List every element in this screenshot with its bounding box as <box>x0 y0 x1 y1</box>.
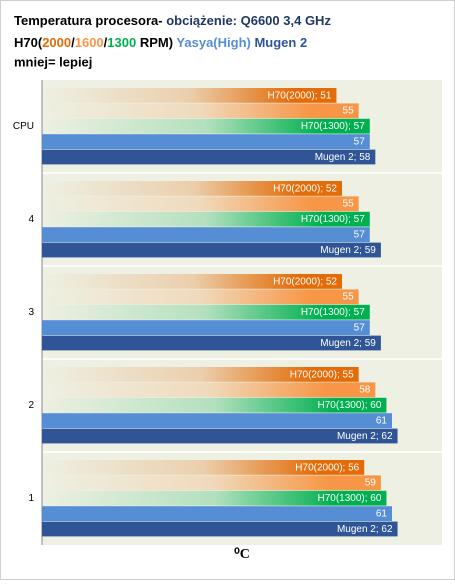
bar <box>42 506 392 521</box>
bar <box>42 428 398 444</box>
data-label: 61 <box>376 509 388 520</box>
bar <box>42 134 370 149</box>
y-tick-label: 3 <box>28 307 34 318</box>
data-label: 57 <box>354 323 366 334</box>
bar <box>42 335 381 351</box>
bar <box>42 211 370 227</box>
bar <box>42 181 342 196</box>
data-label: 58 <box>359 385 371 396</box>
data-label: H70(2000); 52 <box>273 276 337 287</box>
title-segment: 1300 <box>107 35 136 50</box>
bar <box>42 242 381 258</box>
chart-subtitle: H70(2000/1600/1300 RPM) Yasya(High) Muge… <box>14 35 307 50</box>
bar <box>42 521 398 537</box>
data-label: Mugen 2; 58 <box>315 152 371 163</box>
bar <box>42 227 370 242</box>
title-segment: H70( <box>14 35 43 50</box>
bar <box>42 382 376 398</box>
bar <box>42 397 387 413</box>
data-label: H70(1300); 57 <box>301 307 365 318</box>
bar <box>42 88 337 103</box>
title-segment: obciążenie: Q6600 3,4 GHz <box>166 13 331 28</box>
bar <box>42 367 359 382</box>
title-segment: 2000 <box>42 35 71 50</box>
bar <box>42 320 370 335</box>
data-label: 55 <box>343 106 355 117</box>
data-label: H70(2000); 51 <box>268 90 332 101</box>
data-label: 59 <box>365 478 377 489</box>
data-label: Mugen 2; 62 <box>337 431 393 442</box>
title-segment: RPM) <box>136 35 176 50</box>
chart-note: mniej= lepiej <box>14 54 92 69</box>
y-tick-label: 1 <box>28 493 34 504</box>
bar <box>42 149 376 165</box>
bar <box>42 490 387 506</box>
chart-title: Temperatura procesora- obciążenie: Q6600… <box>14 13 331 28</box>
data-label: H70(1300); 60 <box>318 493 382 504</box>
data-label: 55 <box>343 292 355 303</box>
bar <box>42 460 365 475</box>
data-label: 61 <box>376 416 388 427</box>
bar <box>42 304 370 320</box>
data-label: Mugen 2; 59 <box>320 245 376 256</box>
y-tick-label: 4 <box>28 214 34 225</box>
y-tick-label: CPU <box>13 121 34 132</box>
x-axis-label: ⁰C <box>234 547 250 562</box>
bar <box>42 103 359 119</box>
bar <box>42 196 359 212</box>
title-segment: Mugen 2 <box>254 35 307 50</box>
data-label: H70(1300); 57 <box>301 121 365 132</box>
data-label: 57 <box>354 137 366 148</box>
data-label: 57 <box>354 230 366 241</box>
data-label: H70(1300); 60 <box>318 400 382 411</box>
title-segment: Temperatura procesora- <box>14 13 166 28</box>
data-label: H70(2000); 52 <box>273 183 337 194</box>
data-label: H70(1300); 57 <box>301 214 365 225</box>
data-label: Mugen 2; 59 <box>320 338 376 349</box>
data-label: 55 <box>343 199 355 210</box>
bar <box>42 118 370 134</box>
title-segment: / <box>104 35 108 50</box>
y-tick-label: 2 <box>28 400 34 411</box>
bar <box>42 274 342 289</box>
bar <box>42 413 392 428</box>
data-label: Mugen 2; 62 <box>337 524 393 535</box>
bar <box>42 289 359 305</box>
bar <box>42 475 381 491</box>
data-label: H70(2000); 55 <box>290 369 354 380</box>
title-segment: Yasya(High) <box>176 35 254 50</box>
title-segment: 1600 <box>75 35 104 50</box>
title-segment: / <box>71 35 75 50</box>
data-label: H70(2000); 56 <box>295 462 359 473</box>
